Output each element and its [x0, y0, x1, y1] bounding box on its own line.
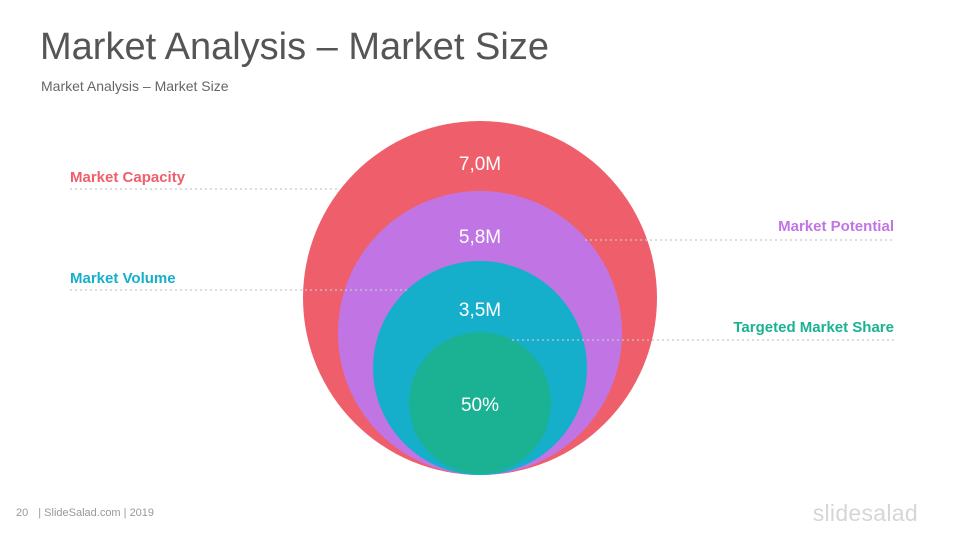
slidesalad-logo: slidesalad	[812, 500, 918, 526]
page-number: 20	[16, 507, 29, 519]
slide-title: Market Analysis – Market Size	[40, 26, 549, 68]
footer-source: | SlideSalad.com | 2019	[38, 507, 155, 519]
market-volume-label: Market Volume	[70, 270, 176, 287]
volume-value: 3,5M	[459, 300, 501, 321]
slide-subtitle: Market Analysis – Market Size	[41, 78, 229, 94]
targeted-market-share-label: Targeted Market Share	[733, 319, 894, 336]
slide-footer: 20 | SlideSalad.com | 2019	[16, 507, 164, 519]
market-potential-label: Market Potential	[778, 218, 894, 235]
market-capacity-label: Market Capacity	[70, 169, 186, 186]
capacity-value: 7,0M	[459, 154, 501, 175]
potential-value: 5,8M	[459, 227, 501, 248]
share-circle	[409, 332, 551, 474]
share-value: 50%	[461, 395, 499, 416]
